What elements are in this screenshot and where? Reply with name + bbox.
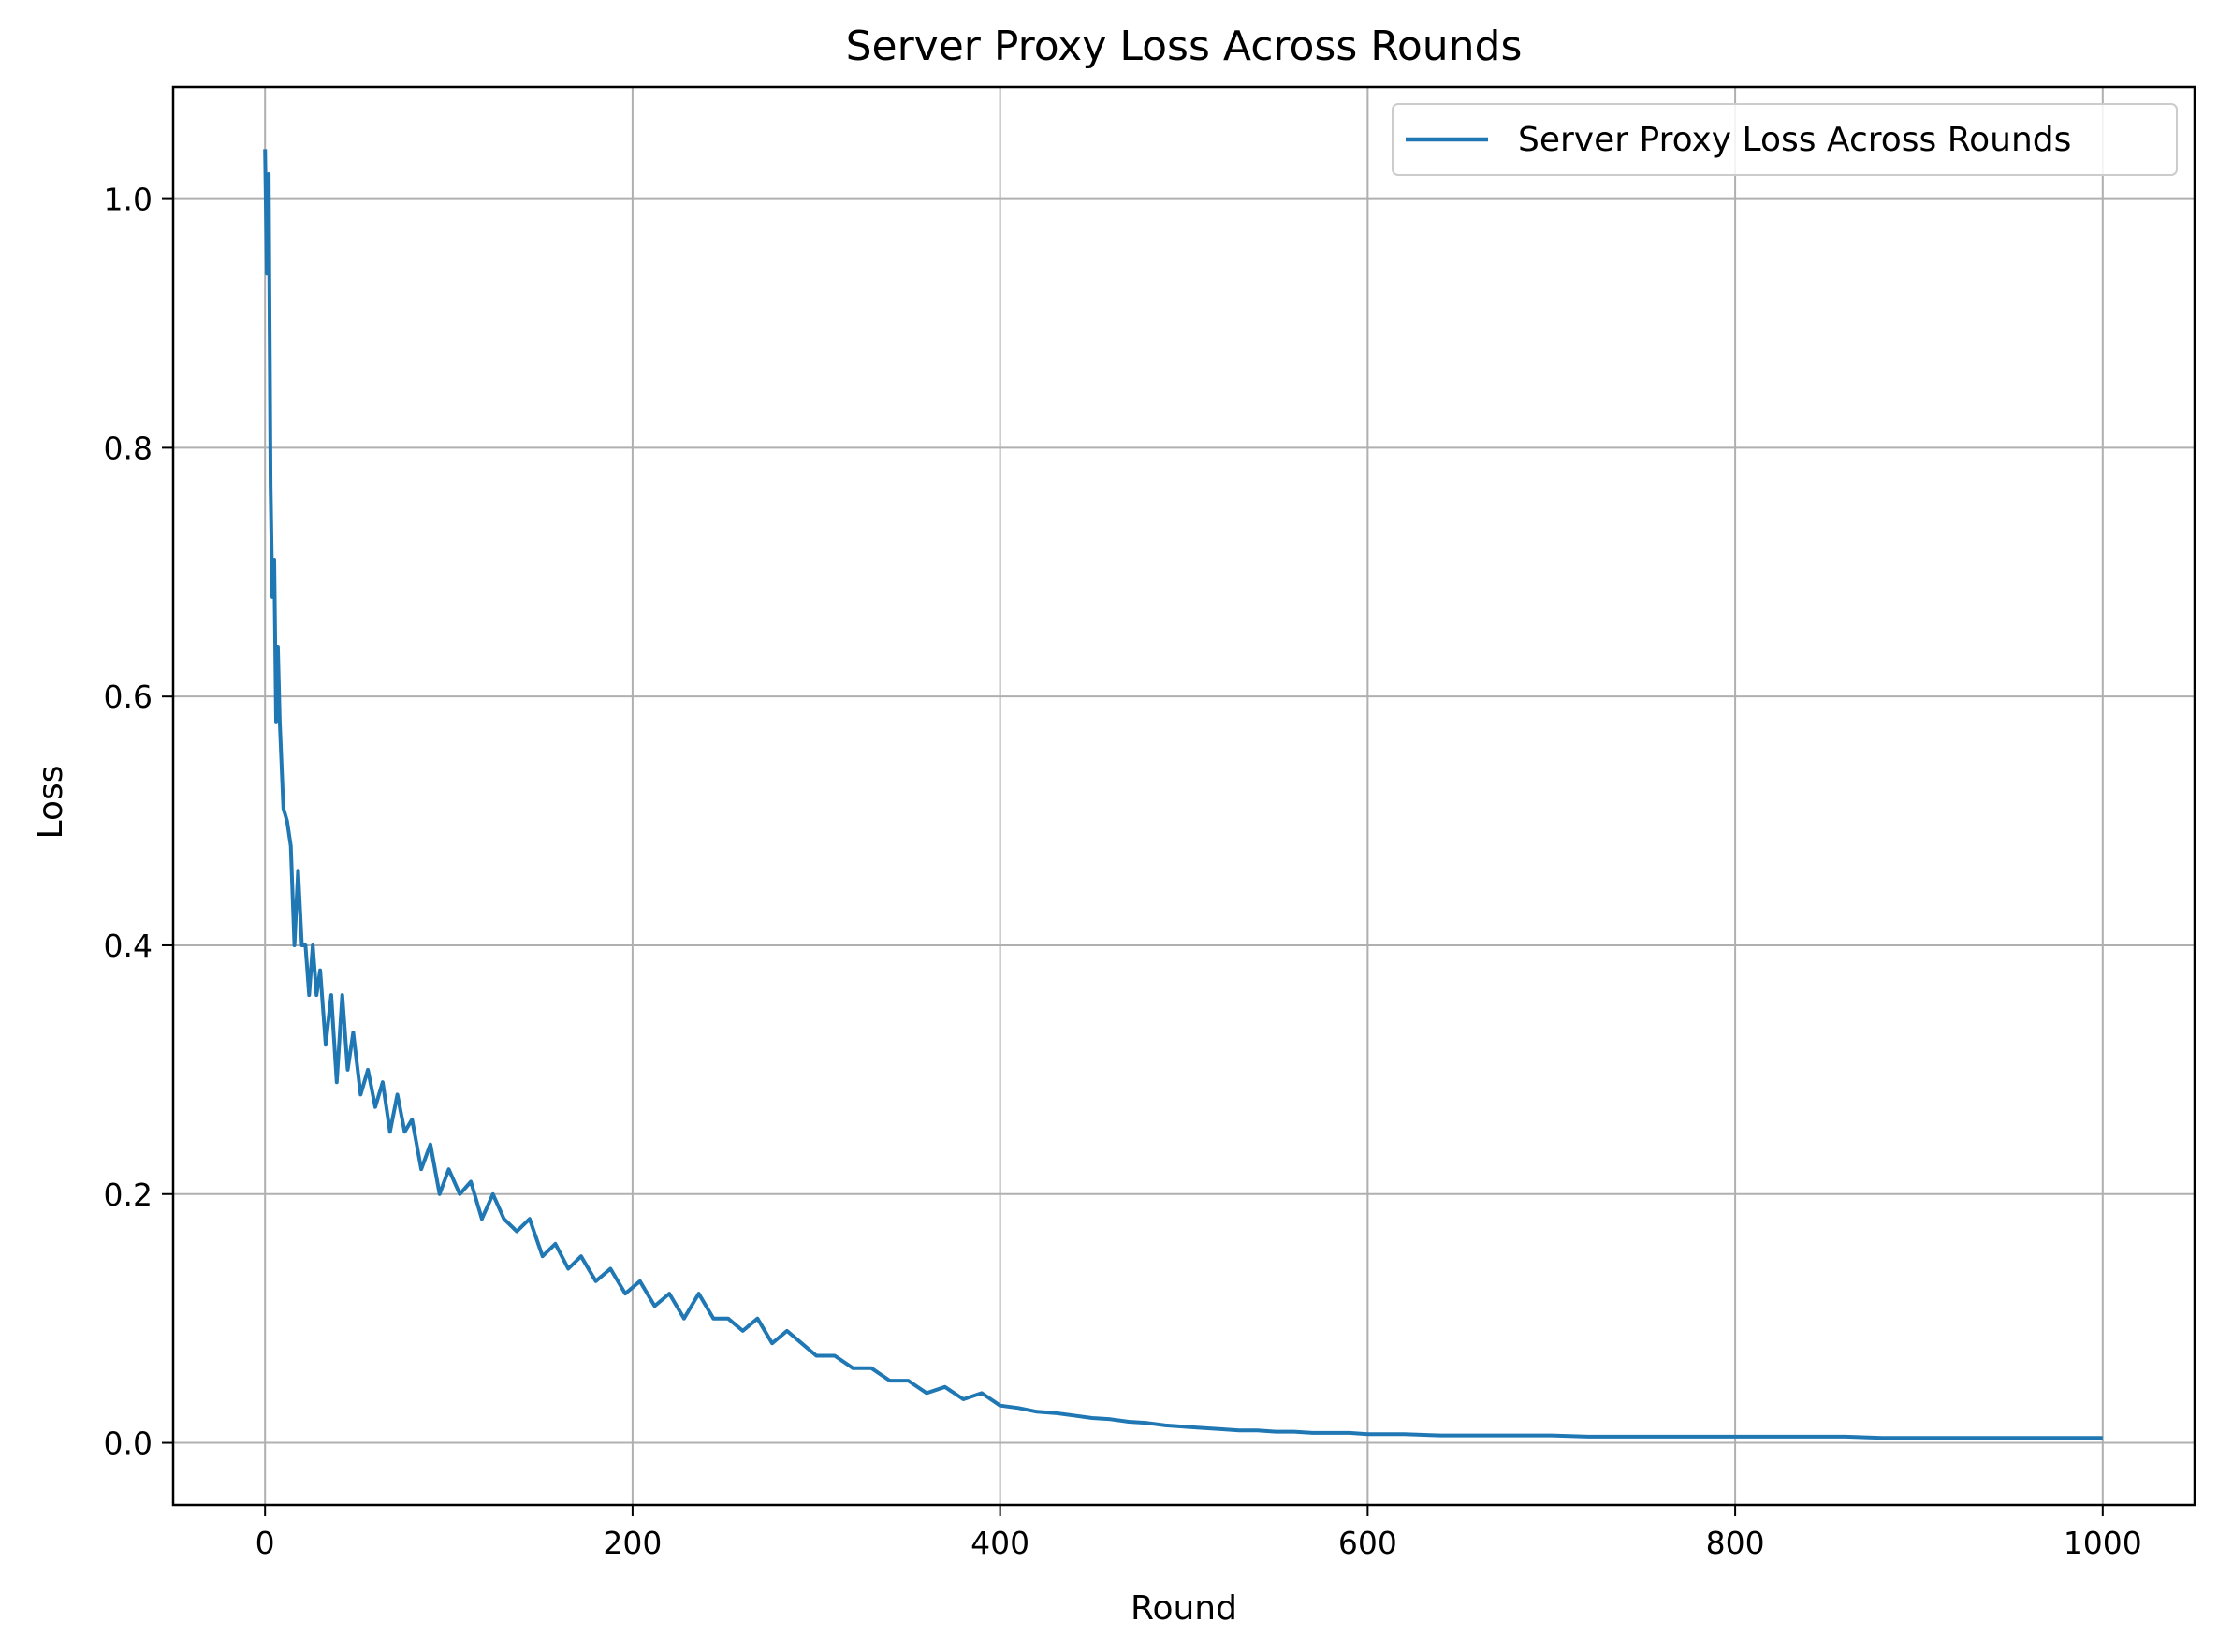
legend-label: Server Proxy Loss Across Rounds <box>1518 121 2071 159</box>
series-layer <box>263 149 2103 1440</box>
grid-lines <box>173 87 2195 1505</box>
plot-frame <box>171 85 2196 1507</box>
x-tick-label: 0 <box>255 1525 275 1561</box>
x-axis-label: Round <box>1131 1589 1237 1628</box>
y-tick-label: 0.0 <box>104 1425 153 1462</box>
x-tick-label: 200 <box>603 1525 662 1561</box>
x-tick-label: 400 <box>970 1525 1029 1561</box>
y-tick-label: 1.0 <box>104 182 153 218</box>
axis-ticks: 0 200 400 600 800 1000 0.0 0.2 0.4 0.6 0.8 1.0 <box>104 182 2142 1561</box>
y-axis-label: Loss <box>32 766 70 840</box>
y-tick-label: 0.8 <box>104 430 153 466</box>
y-tick-label: 0.2 <box>104 1177 153 1213</box>
legend-box <box>1392 103 2178 176</box>
y-tick-label: 0.6 <box>104 679 153 715</box>
legend: Server Proxy Loss Across Rounds <box>1392 103 2178 176</box>
x-tick-label: 600 <box>1338 1525 1397 1561</box>
x-tick-label: 800 <box>1706 1525 1765 1561</box>
series-line <box>263 149 2103 1440</box>
x-tick-label: 1000 <box>2064 1525 2142 1561</box>
chart-title: Server Proxy Loss Across Rounds <box>846 22 1523 70</box>
y-tick-label: 0.4 <box>104 928 153 964</box>
